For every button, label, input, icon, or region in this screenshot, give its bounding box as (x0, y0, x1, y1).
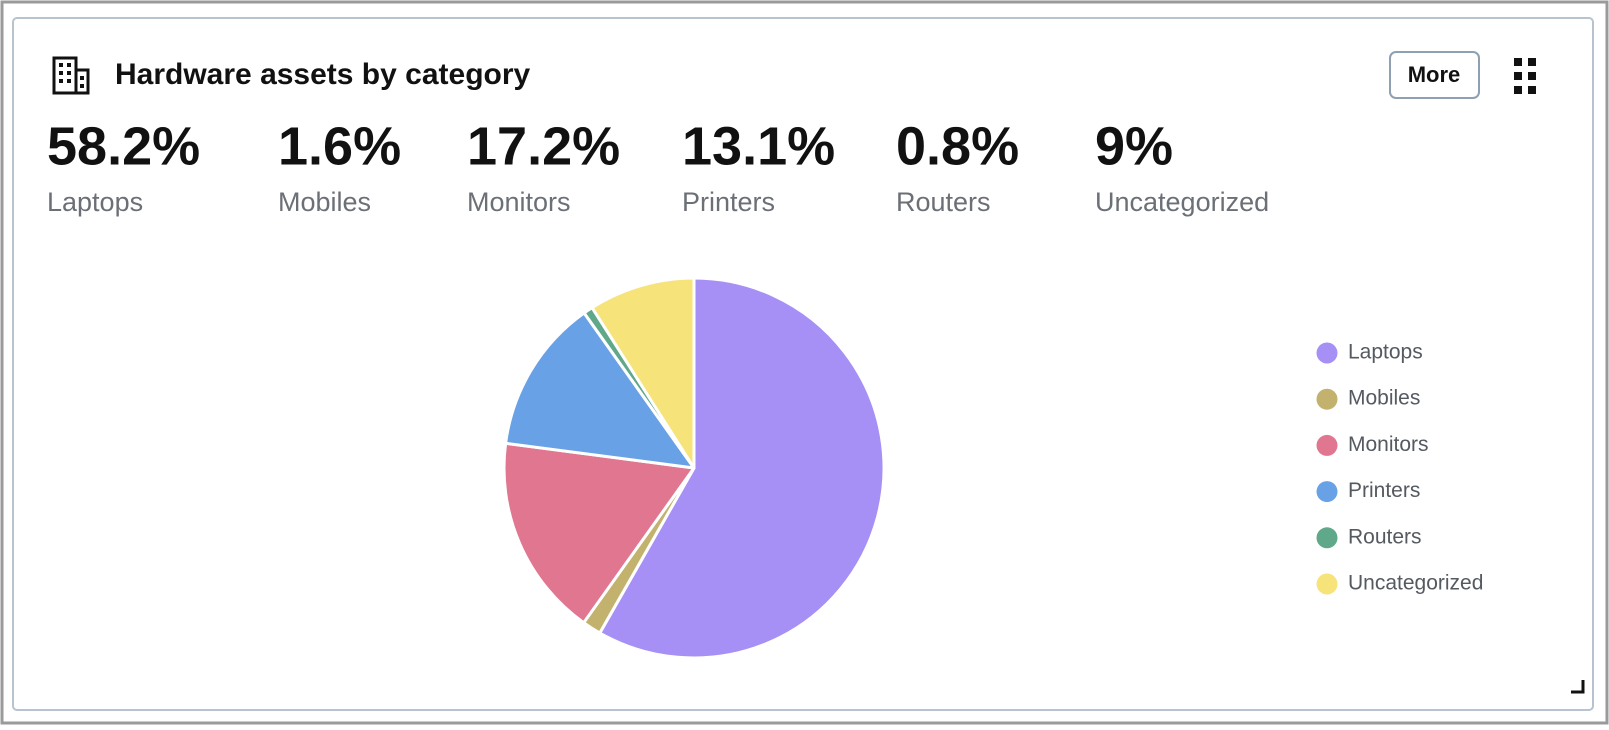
stat-value: 58.2% (47, 116, 200, 176)
pie-slice (502, 441, 696, 625)
pie-slice (590, 276, 696, 470)
more-button-label[interactable]: More (1408, 62, 1461, 87)
resize-handle[interactable] (1571, 680, 1585, 694)
legend-label: Mobiles (1348, 387, 1420, 410)
legend-label: Uncategorized (1348, 572, 1483, 595)
more-button[interactable]: More (1389, 51, 1480, 99)
stat-label: Monitors (467, 187, 571, 217)
stat-value: 17.2% (467, 116, 620, 176)
legend-swatch (1316, 527, 1338, 549)
stat-label: Routers (896, 187, 991, 217)
stat-label: Uncategorized (1095, 187, 1269, 217)
pie-slice (504, 311, 696, 470)
legend-swatch (1316, 434, 1338, 456)
legend-swatch (1316, 481, 1338, 503)
legend-label: Routers (1348, 525, 1422, 548)
legend-label: Monitors (1348, 433, 1429, 456)
widget-title: Hardware assets by category (115, 58, 531, 91)
legend-label: Laptops (1348, 341, 1423, 364)
stat-label: Laptops (47, 187, 143, 217)
stat-label: Printers (682, 187, 775, 217)
legend-label: Printers (1348, 479, 1420, 502)
stat-value: 0.8% (896, 116, 1019, 176)
pie-slice (598, 276, 886, 660)
stat-value: 13.1% (682, 116, 835, 176)
legend-swatch (1316, 388, 1338, 410)
stat-label: Mobiles (278, 187, 371, 217)
more-button-frame[interactable] (1389, 51, 1480, 99)
legend-swatch (1316, 573, 1338, 595)
stat-value: 1.6% (278, 116, 401, 176)
legend-swatch (1316, 342, 1338, 364)
drag-handle[interactable] (1514, 58, 1536, 94)
stat-value: 9% (1095, 116, 1173, 176)
building-icon (52, 56, 90, 95)
